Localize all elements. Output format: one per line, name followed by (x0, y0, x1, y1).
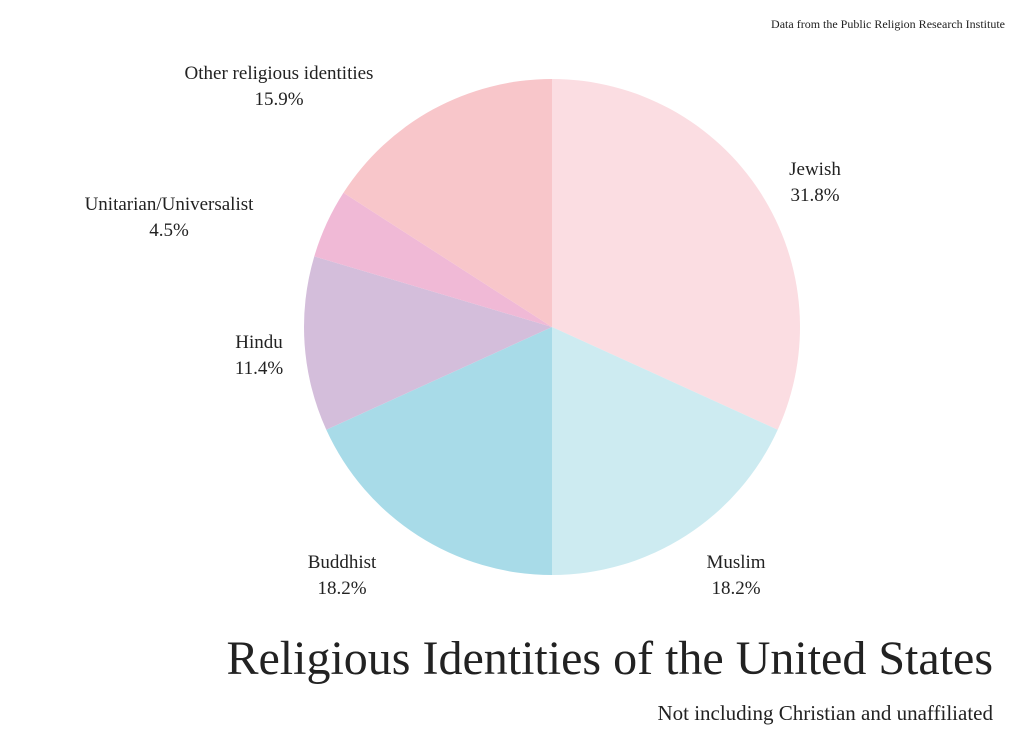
pie-slice (343, 79, 552, 327)
value-label: 4.5% (149, 220, 189, 241)
pie-slice (552, 327, 778, 575)
slice-label: Other religious identities (185, 63, 374, 84)
pie-slice (314, 192, 552, 327)
value-label: 18.2% (317, 578, 366, 599)
slice-label: Hindu (235, 332, 283, 353)
value-label: 31.8% (790, 185, 839, 206)
source: Data from the Public Religion Research I… (771, 17, 1005, 31)
pie-slice (552, 79, 800, 430)
pie-slice (304, 256, 552, 430)
pie-slice (326, 327, 552, 575)
value-label: 11.4% (235, 358, 284, 379)
value-label: 18.2% (711, 578, 760, 599)
chart-subtitle: Not including Christian and unaffiliated (657, 701, 993, 725)
slice-label: Muslim (706, 552, 765, 573)
slice-label: Jewish (789, 159, 841, 180)
slice-label: Unitarian/Universalist (85, 194, 255, 215)
value-label: 15.9% (254, 89, 303, 110)
chart-title: Religious Identities of the United State… (226, 632, 993, 685)
slice-label: Buddhist (308, 552, 377, 573)
